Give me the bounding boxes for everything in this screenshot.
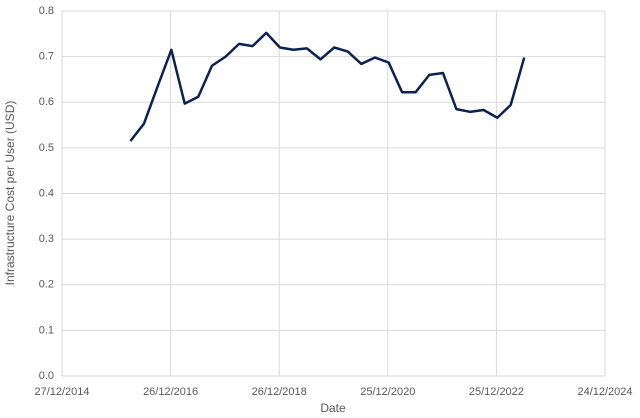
x-tick-label: 26/12/2018 bbox=[252, 386, 307, 398]
x-tick-label: 27/12/2014 bbox=[34, 386, 89, 398]
x-tick-label: 25/12/2022 bbox=[469, 386, 524, 398]
y-tick-label: 0.3 bbox=[39, 233, 54, 245]
y-tick-label: 0.5 bbox=[39, 142, 54, 154]
x-tick-label: 26/12/2016 bbox=[143, 386, 198, 398]
x-axis-title: Date bbox=[320, 401, 346, 415]
y-tick-label: 0.2 bbox=[39, 279, 54, 291]
y-axis-title: Infrastructure Cost per User (USD) bbox=[3, 101, 17, 286]
y-tick-label: 0.0 bbox=[39, 370, 54, 382]
y-tick-label: 0.8 bbox=[39, 5, 54, 17]
x-tick-label: 24/12/2024 bbox=[577, 386, 632, 398]
x-tick-label: 25/12/2020 bbox=[360, 386, 415, 398]
y-tick-label: 0.1 bbox=[39, 324, 54, 336]
y-tick-label: 0.4 bbox=[39, 187, 54, 199]
y-tick-label: 0.6 bbox=[39, 96, 54, 108]
y-tick-label: 0.7 bbox=[39, 51, 54, 63]
data-line bbox=[129, 31, 526, 142]
